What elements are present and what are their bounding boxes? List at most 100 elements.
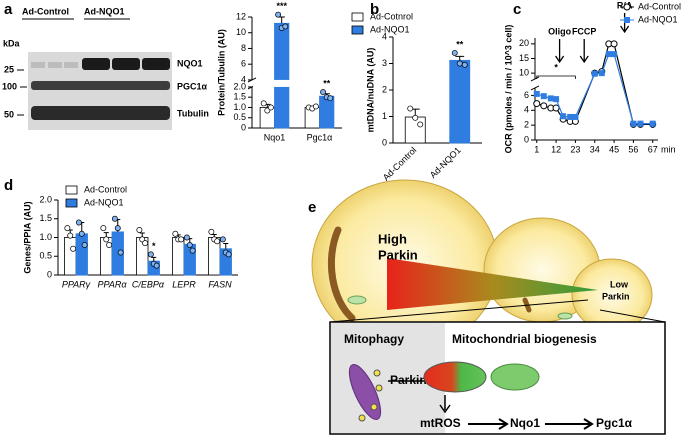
arrow bbox=[439, 395, 451, 414]
x-tick-label: C/EBPα bbox=[132, 279, 165, 289]
y-tick-label: 0.5 bbox=[233, 112, 246, 122]
band bbox=[48, 62, 62, 68]
data-point bbox=[260, 100, 267, 107]
data-point bbox=[598, 70, 605, 77]
panel-label: d bbox=[4, 177, 13, 194]
data-point bbox=[553, 96, 560, 103]
significance: * bbox=[554, 62, 558, 72]
pathway-label: Nqo1 bbox=[510, 416, 540, 430]
y-tick-label: 1.0 bbox=[39, 232, 52, 242]
data-point bbox=[183, 234, 190, 241]
pathway-label: mtROS bbox=[420, 416, 461, 430]
significance: ** bbox=[456, 39, 464, 49]
data-point bbox=[552, 104, 560, 112]
axis-break bbox=[530, 76, 540, 91]
y-tick-label: 8 bbox=[241, 43, 246, 53]
parkin-dot bbox=[373, 369, 381, 377]
data-point bbox=[208, 228, 215, 235]
y-tick-label: 12 bbox=[236, 11, 246, 21]
significance: *** bbox=[276, 1, 287, 11]
band-row bbox=[31, 62, 78, 68]
data-point bbox=[417, 121, 424, 128]
data-point bbox=[186, 242, 193, 248]
legend-label: Ad-NQO1 bbox=[370, 24, 410, 34]
data-point bbox=[451, 49, 458, 56]
protein-label: NQO1 bbox=[177, 58, 203, 68]
data-point bbox=[225, 251, 232, 258]
y-tick-label: 10 bbox=[519, 68, 529, 78]
data-point bbox=[142, 240, 149, 247]
data-point bbox=[219, 236, 226, 243]
band bbox=[142, 58, 170, 70]
parkin-dot bbox=[370, 403, 378, 411]
data-point bbox=[106, 242, 113, 248]
y-tick-label: 0 bbox=[524, 134, 529, 144]
marker-label: 25 bbox=[4, 64, 14, 74]
data-point bbox=[147, 251, 154, 258]
y-tick-label: 4 bbox=[241, 74, 246, 84]
data-point bbox=[136, 227, 143, 233]
legend-label: Ad-NQO1 bbox=[638, 14, 678, 24]
data-point bbox=[189, 247, 196, 254]
box-heading: Mitochondrial biogenesis bbox=[452, 332, 597, 346]
y-tick-label: 4 bbox=[524, 105, 529, 115]
data-point bbox=[560, 113, 567, 120]
nucleus bbox=[327, 226, 356, 322]
y-tick-label: 2.0 bbox=[39, 194, 52, 204]
arrow bbox=[545, 418, 594, 430]
data-point bbox=[540, 102, 548, 110]
data-point bbox=[178, 236, 185, 243]
y-tick-label: 1.0 bbox=[233, 102, 246, 112]
data-point bbox=[172, 230, 179, 237]
legend-swatch bbox=[65, 198, 78, 208]
data-point bbox=[103, 236, 110, 243]
x-tick-label: 23 bbox=[570, 144, 580, 154]
x-tick-label: FASN bbox=[208, 279, 232, 289]
arrow bbox=[468, 418, 509, 430]
data-point bbox=[114, 225, 121, 232]
x-tick-label: 12 bbox=[551, 144, 561, 154]
x-tick-label: 1 bbox=[534, 144, 539, 154]
band bbox=[31, 62, 45, 68]
bar bbox=[404, 116, 426, 144]
low-label: Parkin bbox=[602, 291, 630, 301]
data-point bbox=[214, 238, 221, 245]
bar bbox=[64, 237, 77, 276]
zoom-line bbox=[599, 309, 666, 323]
x-tick-label: PPARγ bbox=[62, 279, 91, 289]
western-blot: Ad-Control Ad-NQO1 kDa 25 100 50 NQO1 PG… bbox=[2, 6, 209, 130]
legend-swatch bbox=[65, 185, 78, 195]
zoom-line bbox=[329, 299, 589, 323]
y-tick-label: 4 bbox=[382, 31, 387, 41]
parkin-label: Parkin bbox=[390, 373, 427, 387]
legend-swatch bbox=[351, 12, 364, 22]
y-tick-label: 0 bbox=[241, 122, 246, 132]
y-tick-label: 0 bbox=[47, 269, 52, 279]
unit-label: kDa bbox=[3, 38, 21, 48]
data-point bbox=[327, 95, 334, 102]
data-point bbox=[540, 93, 547, 100]
band bbox=[31, 106, 170, 120]
data-point bbox=[64, 225, 71, 232]
y-tick-label: 0 bbox=[382, 137, 387, 147]
break-gap bbox=[253, 79, 343, 87]
data-point bbox=[572, 113, 579, 120]
marker-label: 100 bbox=[2, 81, 17, 91]
panel-label: b bbox=[370, 1, 379, 18]
data-point bbox=[567, 113, 574, 120]
data-point bbox=[649, 120, 656, 127]
series-line bbox=[536, 43, 653, 125]
panel-label: a bbox=[4, 1, 13, 18]
band bbox=[112, 58, 140, 70]
y-tick-label: 6 bbox=[241, 59, 246, 69]
y-tick-label: 6 bbox=[524, 90, 529, 100]
protein-label: Tubulin bbox=[177, 108, 209, 118]
injection-arrow bbox=[579, 39, 589, 64]
error-bar bbox=[278, 16, 285, 24]
y-tick-label: 2.0 bbox=[233, 81, 246, 91]
y-tick-label: 3 bbox=[382, 58, 387, 68]
y-axis-label: mtDNA/nuDNA (AU) bbox=[365, 48, 375, 133]
error-bar bbox=[455, 55, 465, 61]
mitochondrion bbox=[423, 361, 487, 393]
